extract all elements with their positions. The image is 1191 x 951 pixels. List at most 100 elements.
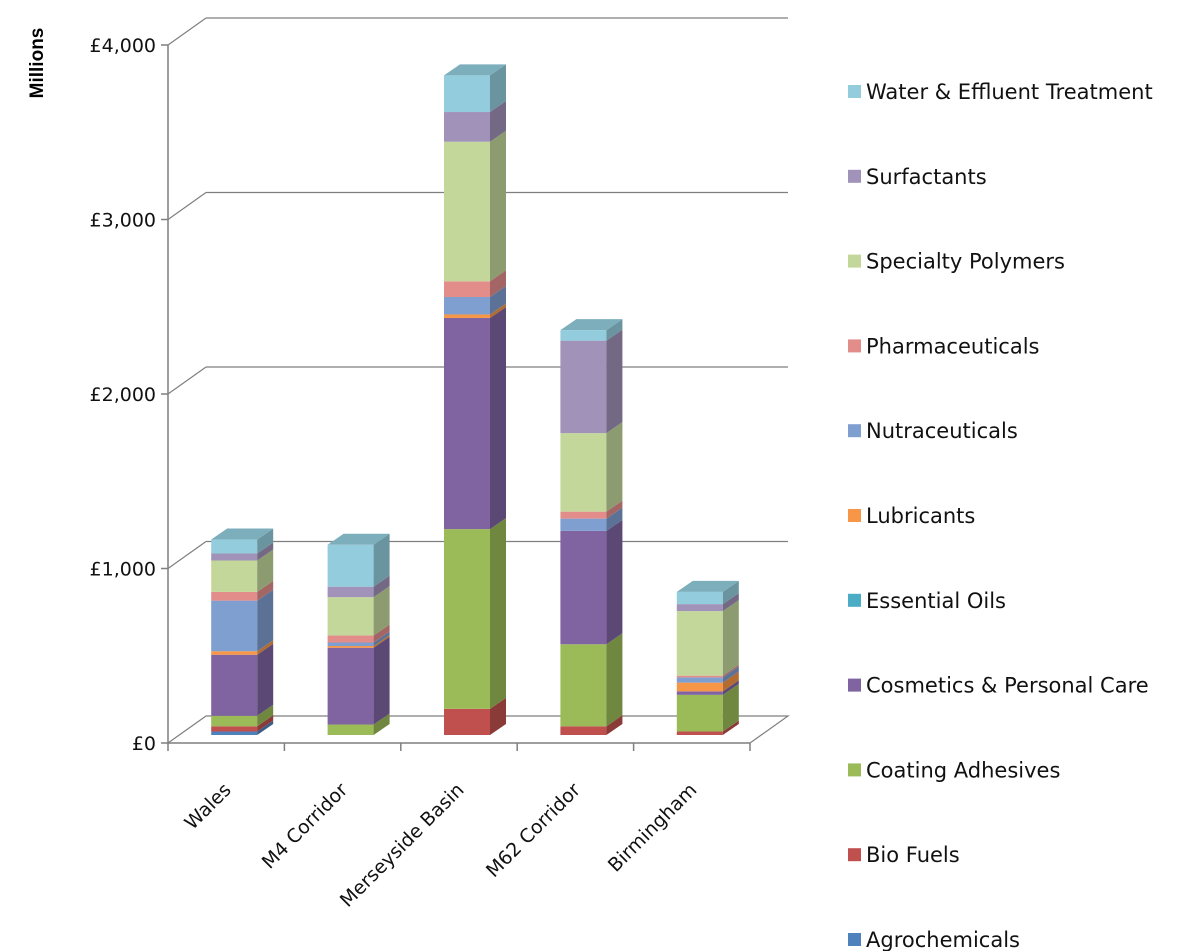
bar-segment xyxy=(560,644,607,727)
bar-segment-side xyxy=(257,580,274,601)
bar-segment xyxy=(327,642,374,647)
y-tick-labels: £0 £1,000 £2,000 £3,000 £4,000 xyxy=(90,35,156,755)
legend-item: Coating Adhesives xyxy=(848,758,1060,782)
y-tick-label: £1,000 xyxy=(90,559,156,581)
legend-item: Lubricants xyxy=(848,504,975,528)
bar-segment xyxy=(211,651,258,655)
bar-segment-side xyxy=(373,631,390,647)
bar-segment-side xyxy=(490,518,506,709)
legend-item: Cosmetics & Personal Care xyxy=(848,674,1149,698)
bar-segment xyxy=(327,646,374,648)
bar-segment xyxy=(676,604,723,612)
bar-segment-side xyxy=(373,635,390,648)
bar-top xyxy=(444,64,506,76)
bar-segment xyxy=(211,715,258,727)
legend-swatch xyxy=(848,85,861,98)
bar-segment-side xyxy=(722,683,739,732)
bar-segment xyxy=(444,708,490,735)
bar-segment-side xyxy=(606,715,623,735)
bar-segment xyxy=(560,726,607,735)
legend-label: Nutraceuticals xyxy=(866,419,1018,443)
bar-segment-side xyxy=(490,270,506,298)
bar-segment xyxy=(560,530,607,645)
legend-label: Specialty Polymers xyxy=(866,250,1065,274)
gridline-diagonal xyxy=(167,17,207,46)
bars xyxy=(211,64,739,735)
bar-stack xyxy=(676,580,739,735)
bar-top xyxy=(560,319,623,331)
bar-segment xyxy=(676,677,723,683)
legend-swatch xyxy=(848,254,861,268)
bar-stack xyxy=(560,319,623,735)
legend-item: Pharmaceuticals xyxy=(848,334,1039,358)
bar-segment xyxy=(211,731,258,735)
legend-swatch xyxy=(848,169,861,183)
bar-stack xyxy=(327,533,390,735)
bar-segment-side xyxy=(490,303,506,318)
legend-item: Nutraceuticals xyxy=(848,419,1018,443)
bar-segment-side xyxy=(490,64,506,113)
bar-segment xyxy=(327,647,374,725)
bar-segment-side xyxy=(606,319,623,341)
y-tick-label: £0 xyxy=(132,733,156,755)
bar-top xyxy=(327,533,390,545)
bar-segment-side xyxy=(257,528,274,554)
bar-segment xyxy=(676,675,723,678)
bar-top xyxy=(676,580,739,592)
bar-segment xyxy=(560,340,607,434)
bar-segment xyxy=(327,724,374,735)
bar-segment-side xyxy=(373,636,390,725)
bar-segment-side xyxy=(722,680,739,695)
bar-segment-side xyxy=(490,286,506,315)
bar-segment xyxy=(327,544,374,587)
legend-item: Agrochemicals xyxy=(848,928,1020,951)
legend-item: Essential Oils xyxy=(848,589,1006,613)
bar-segment xyxy=(676,611,723,676)
bar-segment-side xyxy=(373,713,390,735)
legend-label: Water & Effluent Treatment xyxy=(866,80,1153,104)
bar-segment-side xyxy=(722,580,739,605)
bar-stack xyxy=(444,64,506,735)
bar-segment-side xyxy=(373,533,390,587)
bar-segment-side xyxy=(490,306,506,530)
bar-segment xyxy=(560,433,607,512)
legend-swatch xyxy=(848,339,861,353)
bar-segment-side xyxy=(722,720,739,735)
legend-swatch xyxy=(848,678,861,692)
bar-segment-side xyxy=(490,130,506,282)
bar-segment xyxy=(211,539,258,554)
bar-segment-side xyxy=(490,697,506,735)
bar-segment-side xyxy=(606,507,623,531)
x-tick-label: M62 Corridor xyxy=(482,779,585,882)
bar-top xyxy=(211,528,274,540)
bar-segment-side xyxy=(257,715,274,732)
x-tick-label: M4 Corridor xyxy=(258,779,353,874)
legend-swatch xyxy=(848,763,861,777)
bar-segment-side xyxy=(373,624,390,643)
legend-label: Cosmetics & Personal Care xyxy=(866,674,1149,698)
x-tick-label: Birmingham xyxy=(604,779,701,876)
gridline-diagonal xyxy=(167,366,207,395)
legend-swatch xyxy=(848,933,861,946)
y-tick-label: £3,000 xyxy=(90,210,156,232)
bar-segment-side xyxy=(606,500,623,519)
bar-segment xyxy=(444,297,490,315)
bar-segment xyxy=(444,529,490,709)
bar-segment-side xyxy=(722,671,739,692)
bar-segment-side xyxy=(257,589,274,652)
legend-label: Agrochemicals xyxy=(866,928,1020,951)
bar-segment xyxy=(211,560,258,592)
legend-label: Bio Fuels xyxy=(866,843,960,867)
y-tick-label: £2,000 xyxy=(90,384,156,406)
legend-label: Coating Adhesives xyxy=(866,758,1060,782)
x-tick-label: Wales xyxy=(181,779,236,834)
bar-segment xyxy=(560,330,607,341)
bar-segment-side xyxy=(606,633,623,727)
bar-segment xyxy=(444,314,490,318)
bar-segment xyxy=(211,553,258,561)
bar-segment xyxy=(211,654,258,716)
bar-segment xyxy=(327,597,374,636)
legend-swatch xyxy=(848,509,861,522)
y-tick-label: £4,000 xyxy=(90,35,156,57)
